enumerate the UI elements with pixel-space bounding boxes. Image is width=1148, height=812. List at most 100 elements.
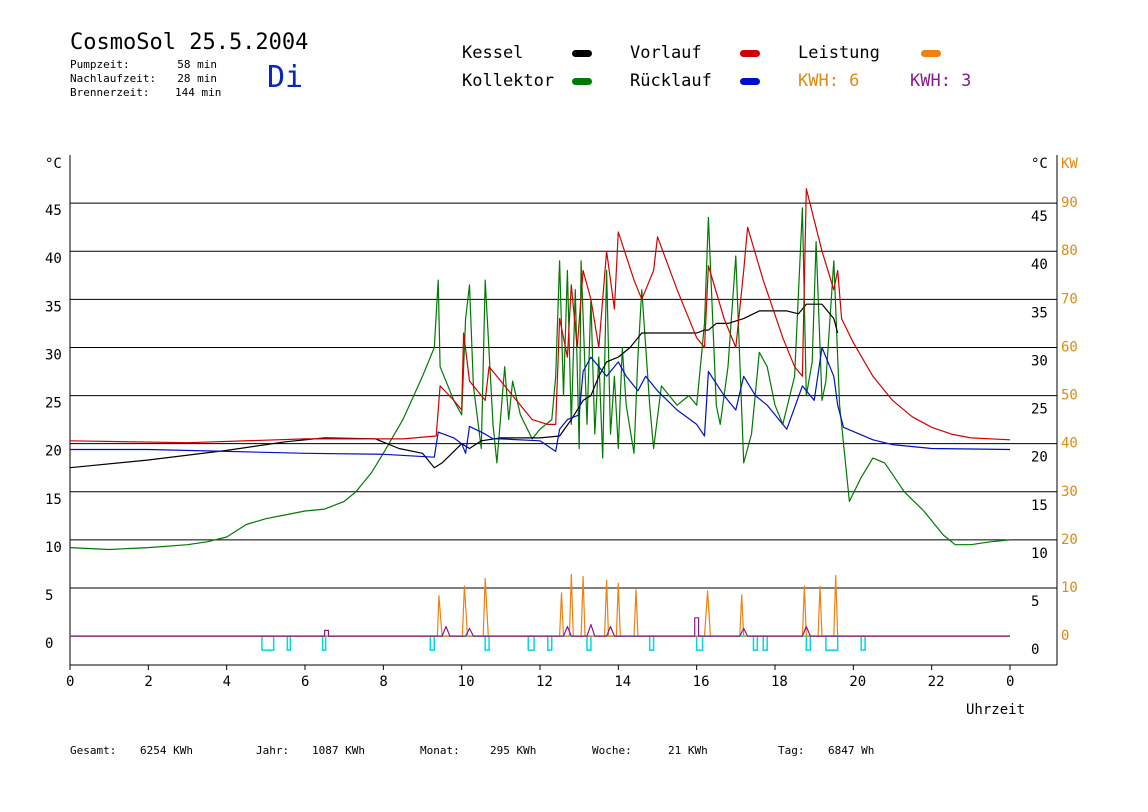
x-tick-label: 0 [66,674,74,690]
x-axis-label: Uhrzeit [966,702,1025,718]
y-axis-label-right: °C [1031,156,1048,172]
weekday-label: Di [267,60,304,95]
y-tick-label-right: 10 [1031,546,1048,562]
pump-run-box [752,635,759,651]
y-axis-label-left: °C [45,156,62,172]
pump-run-box [527,635,535,651]
footer-gesamt: Gesamt: 6254 KWh [70,744,193,757]
stat-label: Nachlaufzeit: [70,72,157,85]
series-line-leistung [70,573,1010,637]
series-line-kessel [69,303,839,469]
pump-run-box [825,635,839,651]
y-tick-label-right: 20 [1031,450,1048,466]
legend-vorlauf: Vorlauf [630,43,702,63]
chart-title: CosmoSol 25.5.2004 [70,30,309,55]
footer-label: Woche: [592,744,632,757]
x-tick-label: 14 [614,674,631,690]
y-tick-label-right: 5 [1031,594,1039,610]
y-tick-label-left: 5 [45,588,53,604]
x-tick-label: 8 [379,674,387,690]
x-tick-label: 0 [1006,674,1014,690]
stat-label: Pumpzeit: [70,58,130,71]
y2-tick-label-kw: 30 [1061,484,1078,500]
legend-kessel: Kessel [462,43,524,63]
legend-leistung: Leistung [798,43,880,63]
y-tick-label-right: 40 [1031,257,1048,273]
series-line-kwh2 [70,617,1010,637]
y2-tick-label-kw: 20 [1061,532,1078,548]
y2-tick-label-kw: 90 [1061,195,1078,211]
x-tick-label: 18 [771,674,788,690]
legend-kwh-1: KWH: 6 [798,71,860,91]
y2-tick-label-kw: 10 [1061,580,1078,596]
y-tick-label-right: 0 [1031,642,1039,658]
y-tick-label-left: 20 [45,444,62,460]
footer-value: 6847 Wh [828,744,875,757]
x-tick-label: 16 [693,674,710,690]
pump-run-box [484,635,490,651]
y2-tick-label-kw: 80 [1061,243,1078,259]
y2-axis-label-kw: KW [1061,156,1078,172]
y2-tick-label-kw: 50 [1061,388,1078,404]
legend-swatch-ruecklauf [740,78,760,85]
footer-label: Gesamt: [70,744,117,757]
x-tick-label: 10 [458,674,475,690]
x-tick-label: 2 [144,674,152,690]
stat-value: 144 min [175,86,222,99]
stat-value: 28 min [177,72,217,85]
y-tick-label-left: 40 [45,251,62,267]
footer-value: 21 KWh [668,744,708,757]
legend-kwh-2: KWH: 3 [910,71,972,91]
pump-run-box [860,635,866,651]
series-line-kollektor [69,207,1011,551]
footer-value: 6254 KWh [140,744,193,757]
footer-value: 1087 KWh [312,744,365,757]
y-tick-label-right: 45 [1031,209,1048,225]
footer-monat: Monat: 295 KWh [420,744,536,757]
footer-woche: Woche: 21 KWh [592,744,708,757]
series-line-vorlauf [69,188,1011,444]
legend-ruecklauf: Rücklauf [630,71,712,91]
pump-run-box [429,635,436,651]
series-line-ruecklauf [70,346,1011,458]
pump-run-box [547,635,553,651]
y-tick-label-left: 30 [45,347,62,363]
pump-run-box [762,635,768,651]
y2-tick-label-kw: 40 [1061,436,1078,452]
x-tick-label: 22 [928,674,945,690]
pump-run-box [648,635,655,651]
footer-value: 295 KWh [490,744,537,757]
y-tick-label-right: 25 [1031,402,1048,418]
y-tick-label-left: 15 [45,492,62,508]
legend-swatch-kessel [572,50,592,57]
y2-tick-label-kw: 60 [1061,339,1078,355]
stat-value: 58 min [177,58,217,71]
x-tick-label: 20 [849,674,866,690]
stat-pumpzeit: Pumpzeit: 58 min [70,58,217,71]
legend-kollektor: Kollektor [462,71,555,91]
legend-swatch-vorlauf [740,50,760,57]
x-tick-label: 4 [223,674,231,690]
stat-nachlaufzeit: Nachlaufzeit: 28 min [70,72,217,85]
y2-tick-label-kw: 0 [1061,628,1069,644]
y-tick-label-right: 35 [1031,305,1048,321]
y-tick-label-right: 15 [1031,498,1048,514]
stat-brennerzeit: Brennerzeit: 144 min [70,86,221,99]
y-tick-label-right: 30 [1031,353,1048,369]
y-tick-label-left: 35 [45,299,62,315]
legend-swatch-kollektor [572,78,592,85]
footer-label: Monat: [420,744,460,757]
footer-tag: Tag: 6847 Wh [778,744,874,757]
pump-run-box [805,635,811,651]
x-tick-label: 6 [301,674,309,690]
legend-swatch-leistung [921,50,941,57]
y-tick-label-left: 10 [45,540,62,556]
pump-run-box [586,635,592,651]
footer-jahr: Jahr: 1087 KWh [256,744,365,757]
footer-label: Jahr: [256,744,290,757]
pump-run-box [695,635,704,651]
stat-label: Brennerzeit: [70,86,150,99]
pump-run-box [321,635,327,651]
y2-tick-label-kw: 70 [1061,291,1078,307]
